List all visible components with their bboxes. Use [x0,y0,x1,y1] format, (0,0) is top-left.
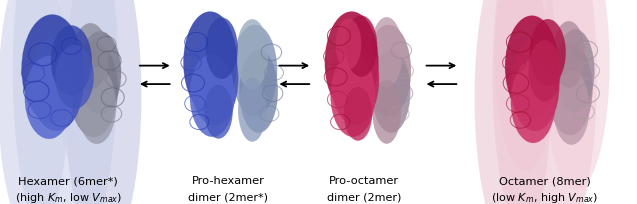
Ellipse shape [190,55,234,137]
Text: Octamer (8mer): Octamer (8mer) [499,176,590,185]
Ellipse shape [183,12,237,114]
Ellipse shape [543,0,610,190]
Ellipse shape [553,22,585,88]
Ellipse shape [336,20,361,70]
Ellipse shape [554,71,589,145]
Ellipse shape [240,51,278,133]
Ellipse shape [25,57,73,139]
Ellipse shape [371,18,403,88]
Ellipse shape [69,42,118,137]
Ellipse shape [0,0,68,204]
Ellipse shape [206,19,238,79]
Ellipse shape [475,0,551,204]
Ellipse shape [511,61,555,143]
Text: Pro-octamer: Pro-octamer [329,176,399,185]
Text: Hexamer (6mer*): Hexamer (6mer*) [18,176,118,185]
Ellipse shape [204,85,233,139]
Ellipse shape [373,81,401,144]
Ellipse shape [325,12,378,114]
Ellipse shape [511,40,559,131]
Text: (high $K_m$, low $V_{max}$): (high $K_m$, low $V_{max}$) [15,190,122,204]
Text: dimer (2mer*): dimer (2mer*) [188,192,268,202]
Ellipse shape [331,55,375,137]
Ellipse shape [492,0,597,204]
Ellipse shape [51,26,92,96]
Ellipse shape [79,32,121,115]
Ellipse shape [495,0,556,171]
Ellipse shape [55,46,94,109]
Ellipse shape [372,51,410,133]
Ellipse shape [73,24,108,90]
Ellipse shape [331,34,379,125]
Ellipse shape [22,16,83,123]
Ellipse shape [30,36,83,131]
Ellipse shape [529,41,561,102]
Ellipse shape [345,17,377,77]
Ellipse shape [13,0,117,204]
Text: Pro-hexamer: Pro-hexamer [192,176,264,185]
Ellipse shape [366,26,411,117]
Ellipse shape [548,44,592,135]
Text: dimer (2mer): dimer (2mer) [327,192,401,202]
Ellipse shape [190,34,238,125]
Ellipse shape [505,17,559,118]
Ellipse shape [556,30,594,113]
Ellipse shape [65,0,141,204]
Ellipse shape [344,88,372,141]
Ellipse shape [55,0,119,184]
Ellipse shape [530,20,566,86]
Ellipse shape [78,68,116,144]
Ellipse shape [233,26,277,117]
Text: (low $K_m$, high $V_{max}$): (low $K_m$, high $V_{max}$) [491,190,598,204]
Ellipse shape [238,79,266,142]
Ellipse shape [236,20,268,90]
